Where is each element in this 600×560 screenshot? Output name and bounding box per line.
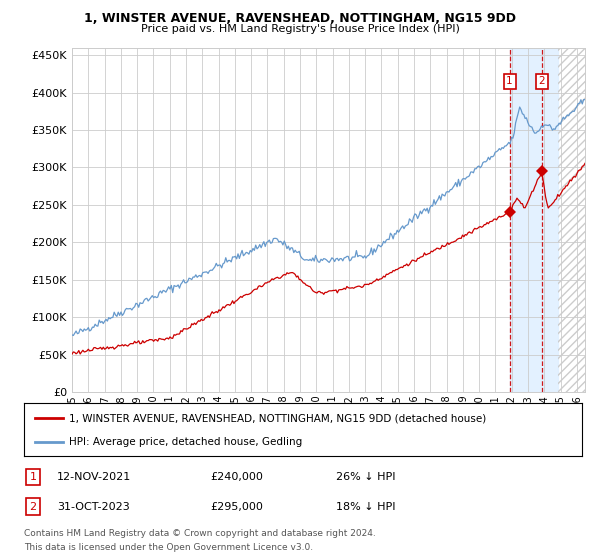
Text: 1, WINSTER AVENUE, RAVENSHEAD, NOTTINGHAM, NG15 9DD: 1, WINSTER AVENUE, RAVENSHEAD, NOTTINGHA… (84, 12, 516, 25)
Text: 26% ↓ HPI: 26% ↓ HPI (336, 472, 395, 482)
Text: This data is licensed under the Open Government Licence v3.0.: This data is licensed under the Open Gov… (24, 543, 313, 552)
Text: 2: 2 (538, 76, 545, 86)
Text: 18% ↓ HPI: 18% ↓ HPI (336, 502, 395, 512)
Text: 2: 2 (29, 502, 37, 512)
Text: 12-NOV-2021: 12-NOV-2021 (57, 472, 131, 482)
Bar (509, 48, 558, 392)
Bar (558, 48, 585, 392)
Text: 31-OCT-2023: 31-OCT-2023 (57, 502, 130, 512)
Text: £240,000: £240,000 (210, 472, 263, 482)
Text: 1: 1 (29, 472, 37, 482)
Text: 1, WINSTER AVENUE, RAVENSHEAD, NOTTINGHAM, NG15 9DD (detached house): 1, WINSTER AVENUE, RAVENSHEAD, NOTTINGHA… (68, 413, 486, 423)
Text: HPI: Average price, detached house, Gedling: HPI: Average price, detached house, Gedl… (68, 436, 302, 446)
Text: Price paid vs. HM Land Registry's House Price Index (HPI): Price paid vs. HM Land Registry's House … (140, 24, 460, 34)
Bar (558, 48, 585, 392)
Text: 1: 1 (506, 76, 513, 86)
Text: £295,000: £295,000 (210, 502, 263, 512)
Text: Contains HM Land Registry data © Crown copyright and database right 2024.: Contains HM Land Registry data © Crown c… (24, 529, 376, 538)
